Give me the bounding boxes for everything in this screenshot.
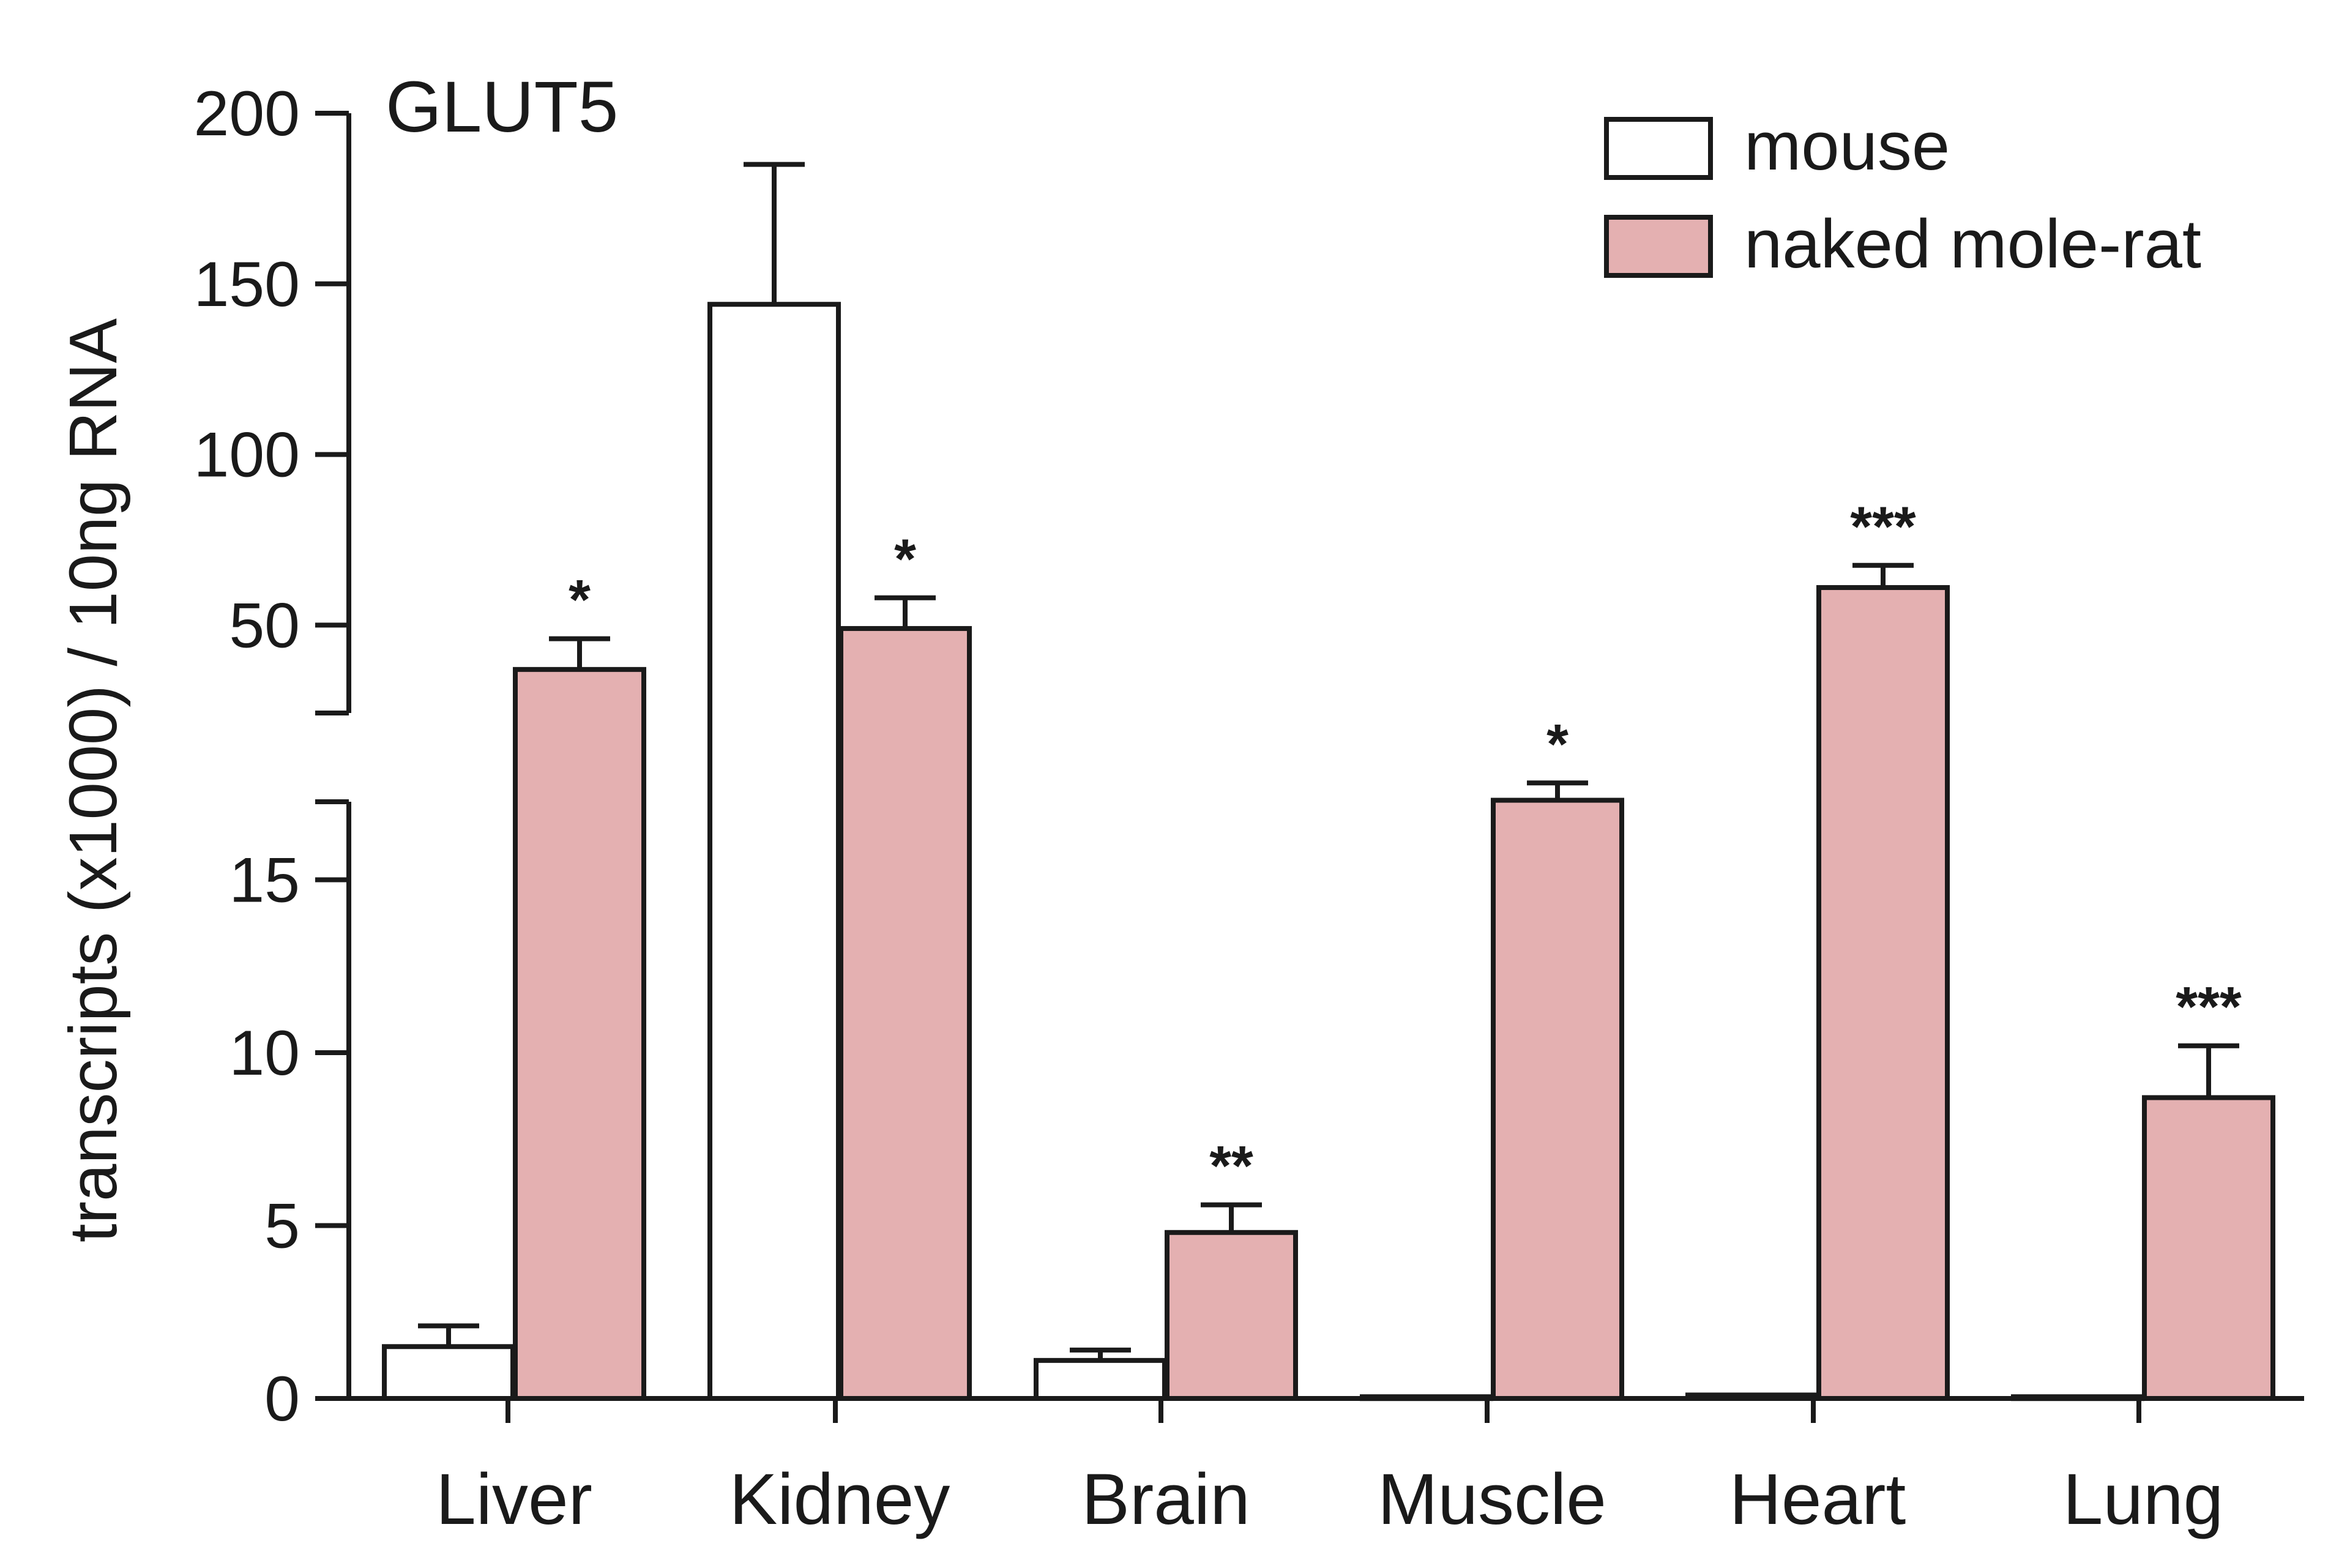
bar-naked-mole-rat-brain <box>1165 1230 1298 1402</box>
x-category-label: Brain <box>1081 1459 1250 1540</box>
legend-label: mouse <box>1744 108 1950 184</box>
y-tick-label: 15 <box>229 845 300 916</box>
significance-marker: * <box>1546 713 1569 775</box>
legend-swatch-mouse <box>1604 117 1713 180</box>
bar-mouse-heart <box>1685 1392 1819 1402</box>
y-tick-label: 100 <box>193 420 300 491</box>
legend: mouse naked mole-rat <box>1604 108 2201 282</box>
y-axis-label: transcripts (x1000) / 10ng RNA <box>56 318 131 1242</box>
significance-marker: *** <box>2176 976 2242 1039</box>
bar-mouse-muscle <box>1360 1394 1493 1402</box>
y-tick-label: 50 <box>229 590 300 661</box>
significance-marker: * <box>894 528 916 591</box>
x-category-label: Muscle <box>1378 1459 1606 1540</box>
y-tick-label: 5 <box>264 1191 300 1262</box>
x-category-label: Liver <box>436 1459 592 1540</box>
y-tick-label: 10 <box>229 1018 300 1089</box>
bar-mouse-lung <box>2011 1394 2144 1402</box>
bars-layer <box>382 162 2275 1402</box>
x-category-label: Kidney <box>729 1459 950 1540</box>
bar-mouse-liver <box>382 1344 515 1401</box>
y-tick-label: 200 <box>193 78 300 149</box>
bar-naked-mole-rat-muscle <box>1491 797 1624 1402</box>
legend-label: naked mole-rat <box>1744 206 2201 282</box>
significance-marker: ** <box>1209 1135 1253 1198</box>
axes-layer <box>315 111 2304 1423</box>
y-tick-label: 0 <box>264 1364 300 1435</box>
significance-marker: * <box>569 569 591 632</box>
bar-naked-mole-rat-liver <box>513 666 646 1401</box>
bar-mouse-kidney <box>707 302 841 1401</box>
significance-marker: *** <box>1850 496 1916 558</box>
chart-title: GLUT5 <box>386 67 618 147</box>
bar-mouse-brain <box>1034 1357 1167 1402</box>
bar-naked-mole-rat-lung <box>2142 1095 2275 1401</box>
x-category-label: Lung <box>2063 1459 2224 1540</box>
bar-naked-mole-rat-kidney <box>838 625 972 1401</box>
bar-naked-mole-rat-heart <box>1816 585 1950 1401</box>
legend-swatch-naked-mole-rat <box>1604 215 1713 278</box>
y-tick-label: 150 <box>193 249 300 320</box>
x-category-label: Heart <box>1729 1459 1906 1540</box>
